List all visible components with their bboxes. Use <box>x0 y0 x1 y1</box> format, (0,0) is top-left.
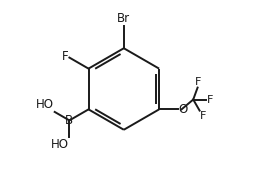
Text: F: F <box>207 95 213 104</box>
Text: Br: Br <box>117 12 130 25</box>
Text: F: F <box>61 50 68 63</box>
Text: HO: HO <box>51 138 69 151</box>
Text: O: O <box>178 103 188 116</box>
Text: F: F <box>194 77 201 87</box>
Text: HO: HO <box>36 98 54 111</box>
Text: B: B <box>65 114 73 127</box>
Text: F: F <box>200 111 206 121</box>
